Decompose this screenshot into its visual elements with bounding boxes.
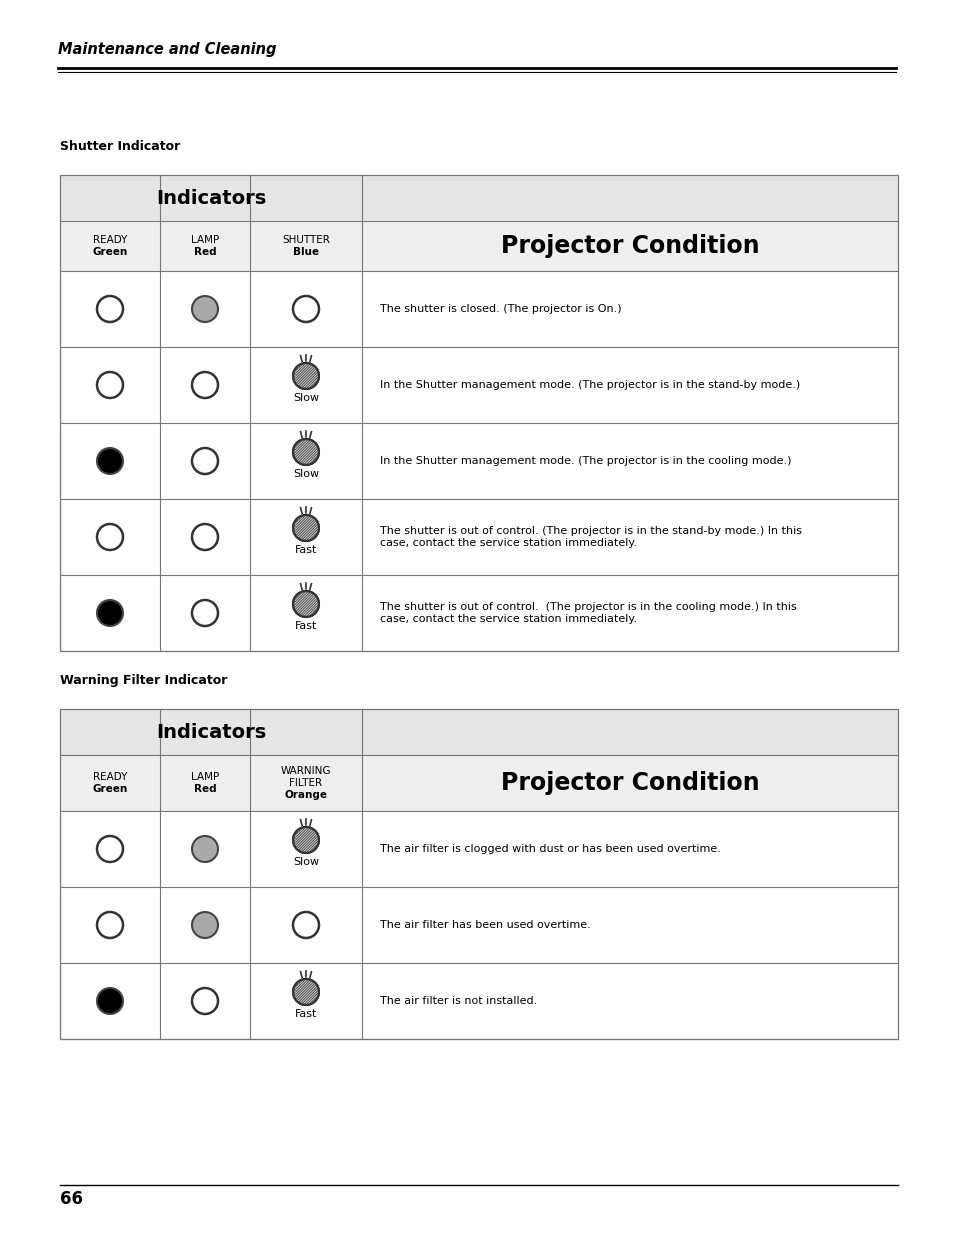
Text: Maintenance and Cleaning: Maintenance and Cleaning bbox=[58, 42, 276, 57]
Text: Indicators: Indicators bbox=[155, 722, 266, 741]
Bar bbox=[60, 175, 361, 221]
Bar bbox=[60, 175, 897, 651]
Text: Green: Green bbox=[92, 247, 128, 257]
Circle shape bbox=[293, 827, 318, 853]
Text: Slow: Slow bbox=[293, 393, 318, 403]
Text: Fast: Fast bbox=[294, 545, 316, 555]
Circle shape bbox=[192, 836, 218, 862]
Text: Green: Green bbox=[92, 784, 128, 794]
Text: In the Shutter management mode. (The projector is in the stand-by mode.): In the Shutter management mode. (The pro… bbox=[379, 380, 800, 390]
Bar bbox=[60, 709, 361, 755]
Circle shape bbox=[293, 438, 318, 466]
Bar bbox=[60, 221, 361, 270]
Bar bbox=[361, 175, 897, 221]
Circle shape bbox=[192, 911, 218, 939]
Text: Indicators: Indicators bbox=[155, 189, 266, 207]
Circle shape bbox=[293, 979, 318, 1005]
Circle shape bbox=[97, 988, 123, 1014]
Text: READY: READY bbox=[92, 235, 127, 245]
Text: Slow: Slow bbox=[293, 857, 318, 867]
Bar bbox=[361, 755, 897, 811]
Text: The shutter is out of control.  (The projector is in the cooling mode.) In this
: The shutter is out of control. (The proj… bbox=[379, 603, 796, 624]
Text: Slow: Slow bbox=[293, 469, 318, 479]
Circle shape bbox=[293, 592, 318, 618]
Text: LAMP: LAMP bbox=[191, 772, 219, 782]
Circle shape bbox=[97, 448, 123, 474]
Text: Fast: Fast bbox=[294, 621, 316, 631]
Text: LAMP: LAMP bbox=[191, 235, 219, 245]
Text: Projector Condition: Projector Condition bbox=[500, 771, 759, 795]
Bar bbox=[60, 709, 897, 1039]
Circle shape bbox=[293, 515, 318, 541]
Text: Red: Red bbox=[193, 784, 216, 794]
Text: Orange: Orange bbox=[284, 790, 327, 800]
Text: The air filter has been used overtime.: The air filter has been used overtime. bbox=[379, 920, 590, 930]
Text: Warning Filter Indicator: Warning Filter Indicator bbox=[60, 674, 227, 687]
Text: The air filter is clogged with dust or has been used overtime.: The air filter is clogged with dust or h… bbox=[379, 844, 720, 853]
Text: Red: Red bbox=[193, 247, 216, 257]
Text: The shutter is out of control. (The projector is in the stand-by mode.) In this
: The shutter is out of control. (The proj… bbox=[379, 526, 801, 548]
Bar bbox=[361, 221, 897, 270]
Bar bbox=[361, 709, 897, 755]
Text: The shutter is closed. (The projector is On.): The shutter is closed. (The projector is… bbox=[379, 304, 621, 314]
Bar bbox=[60, 755, 361, 811]
Text: READY: READY bbox=[92, 772, 127, 782]
Circle shape bbox=[293, 363, 318, 389]
Circle shape bbox=[97, 600, 123, 626]
Text: Fast: Fast bbox=[294, 1009, 316, 1019]
Text: FILTER: FILTER bbox=[289, 778, 322, 788]
Text: WARNING: WARNING bbox=[280, 766, 331, 776]
Text: Projector Condition: Projector Condition bbox=[500, 233, 759, 258]
Text: In the Shutter management mode. (The projector is in the cooling mode.): In the Shutter management mode. (The pro… bbox=[379, 456, 791, 466]
Text: SHUTTER: SHUTTER bbox=[282, 235, 330, 245]
Circle shape bbox=[192, 296, 218, 322]
Text: 66: 66 bbox=[60, 1191, 83, 1208]
Text: The air filter is not installed.: The air filter is not installed. bbox=[379, 995, 537, 1007]
Text: Shutter Indicator: Shutter Indicator bbox=[60, 140, 180, 153]
Text: Blue: Blue bbox=[293, 247, 318, 257]
